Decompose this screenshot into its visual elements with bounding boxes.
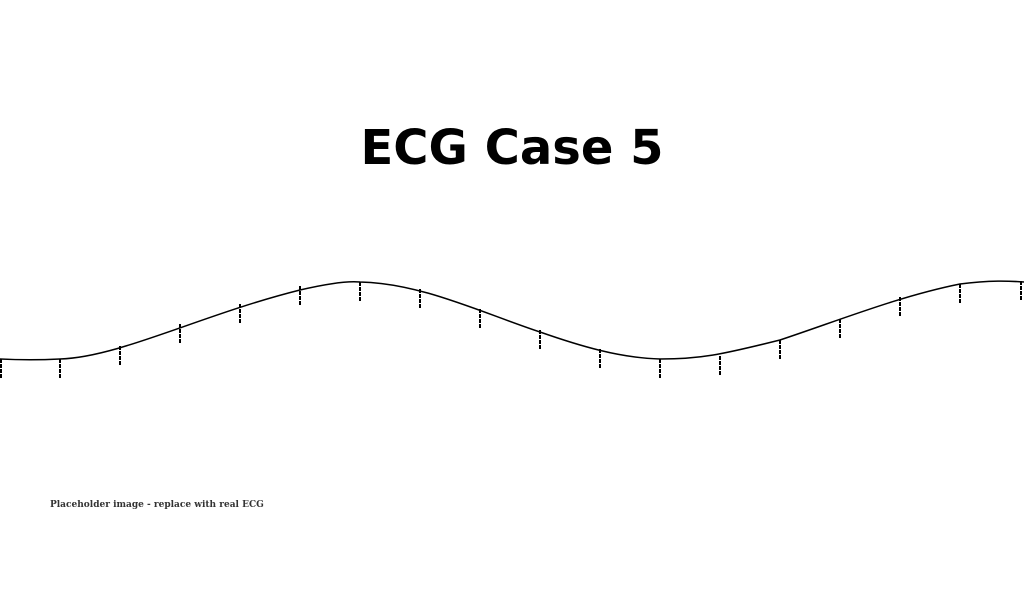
waveform-line <box>0 280 1024 361</box>
page-title: ECG Case 5 <box>360 120 664 176</box>
placeholder-caption: Placeholder image - replace with real EC… <box>50 500 264 510</box>
tick-marks <box>0 281 1022 379</box>
